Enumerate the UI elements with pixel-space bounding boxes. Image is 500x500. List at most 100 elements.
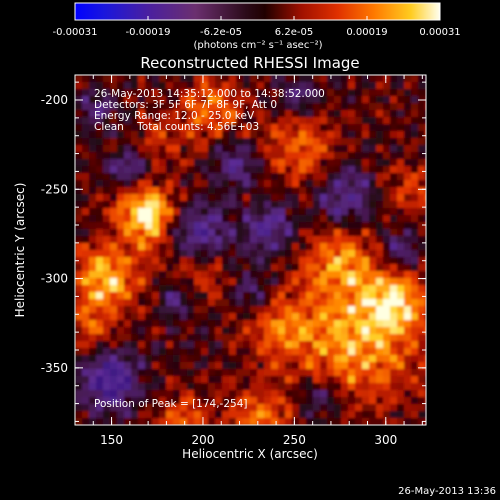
heatmap-cell — [404, 334, 412, 342]
heatmap-cell — [348, 285, 356, 293]
heatmap-cell — [411, 299, 419, 307]
heatmap-cell — [313, 103, 321, 111]
heatmap-cell — [75, 306, 83, 314]
heatmap-cell — [180, 173, 188, 181]
heatmap-cell — [348, 278, 356, 286]
heatmap-cell — [264, 355, 272, 363]
heatmap-cell — [117, 236, 125, 244]
heatmap-cell — [173, 355, 181, 363]
heatmap-cell — [180, 75, 188, 83]
heatmap-cell — [222, 355, 230, 363]
heatmap-cell — [75, 327, 83, 335]
heatmap-cell — [418, 117, 426, 125]
heatmap-cell — [355, 159, 363, 167]
heatmap-cell — [362, 96, 370, 104]
heatmap-cell — [243, 418, 251, 425]
heatmap-cell — [278, 187, 286, 195]
heatmap-cell — [299, 194, 307, 202]
heatmap-cell — [131, 201, 139, 209]
heatmap-cell — [411, 306, 419, 314]
heatmap-cell — [278, 96, 286, 104]
heatmap-cell — [82, 166, 90, 174]
heatmap-cell — [145, 292, 153, 300]
heatmap-cell — [89, 89, 97, 97]
heatmap-cell — [376, 208, 384, 216]
heatmap-cell — [173, 390, 181, 398]
heatmap-cell — [201, 96, 209, 104]
heatmap-cell — [194, 243, 202, 251]
heatmap-cell — [369, 82, 377, 90]
heatmap-cell — [117, 117, 125, 125]
heatmap-cell — [229, 215, 237, 223]
heatmap-cell — [418, 208, 426, 216]
y-axis-label: Heliocentric Y (arcsec) — [13, 183, 27, 318]
heatmap-cell — [131, 369, 139, 377]
heatmap-cell — [215, 152, 223, 160]
heatmap-cell — [124, 397, 132, 405]
heatmap-cell — [250, 201, 258, 209]
heatmap-cell — [173, 285, 181, 293]
heatmap-cell — [369, 194, 377, 202]
heatmap-cell — [250, 320, 258, 328]
heatmap-cell — [390, 243, 398, 251]
heatmap-cell — [243, 348, 251, 356]
heatmap-cell — [334, 194, 342, 202]
heatmap-cell — [131, 215, 139, 223]
heatmap-cell — [229, 110, 237, 118]
heatmap-cell — [404, 404, 412, 412]
heatmap-cell — [355, 348, 363, 356]
heatmap-cell — [397, 82, 405, 90]
heatmap-cell — [194, 131, 202, 139]
heatmap-cell — [299, 362, 307, 370]
heatmap-cell — [194, 152, 202, 160]
heatmap-cell — [250, 215, 258, 223]
heatmap-cell — [110, 362, 118, 370]
heatmap-cell — [299, 152, 307, 160]
heatmap-cell — [173, 264, 181, 272]
heatmap-cell — [82, 411, 90, 419]
heatmap-cell — [166, 397, 174, 405]
heatmap-cell — [243, 173, 251, 181]
heatmap-cell — [173, 117, 181, 125]
heatmap-cell — [215, 124, 223, 132]
heatmap-cell — [194, 299, 202, 307]
heatmap-cell — [320, 187, 328, 195]
heatmap-cell — [383, 229, 391, 237]
heatmap-cell — [117, 201, 125, 209]
heatmap-cell — [397, 222, 405, 230]
heatmap-cell — [397, 271, 405, 279]
heatmap-cell — [411, 292, 419, 300]
heatmap-cell — [117, 271, 125, 279]
heatmap-cell — [348, 397, 356, 405]
heatmap-cell — [159, 117, 167, 125]
heatmap-cell — [194, 257, 202, 265]
heatmap-cell — [173, 236, 181, 244]
heatmap-cell — [299, 82, 307, 90]
heatmap-cell — [82, 250, 90, 258]
heatmap-cell — [201, 222, 209, 230]
heatmap-cell — [341, 138, 349, 146]
heatmap-cell — [166, 138, 174, 146]
heatmap-cell — [152, 82, 160, 90]
heatmap-cell — [383, 271, 391, 279]
heatmap-cell — [306, 222, 314, 230]
heatmap-cell — [397, 362, 405, 370]
heatmap-cell — [145, 180, 153, 188]
heatmap-cell — [369, 348, 377, 356]
heatmap-cell — [236, 278, 244, 286]
heatmap-cell — [264, 243, 272, 251]
heatmap-cell — [397, 152, 405, 160]
heatmap-cell — [173, 341, 181, 349]
heatmap-cell — [110, 313, 118, 321]
heatmap-cell — [243, 75, 251, 83]
heatmap-cell — [110, 320, 118, 328]
heatmap-cell — [376, 418, 384, 425]
heatmap-cell — [397, 397, 405, 405]
heatmap-cell — [264, 341, 272, 349]
heatmap-cell — [82, 376, 90, 384]
heatmap-cell — [362, 271, 370, 279]
heatmap-cell — [152, 250, 160, 258]
heatmap-cell — [362, 411, 370, 419]
heatmap-cell — [145, 236, 153, 244]
heatmap-cell — [187, 187, 195, 195]
